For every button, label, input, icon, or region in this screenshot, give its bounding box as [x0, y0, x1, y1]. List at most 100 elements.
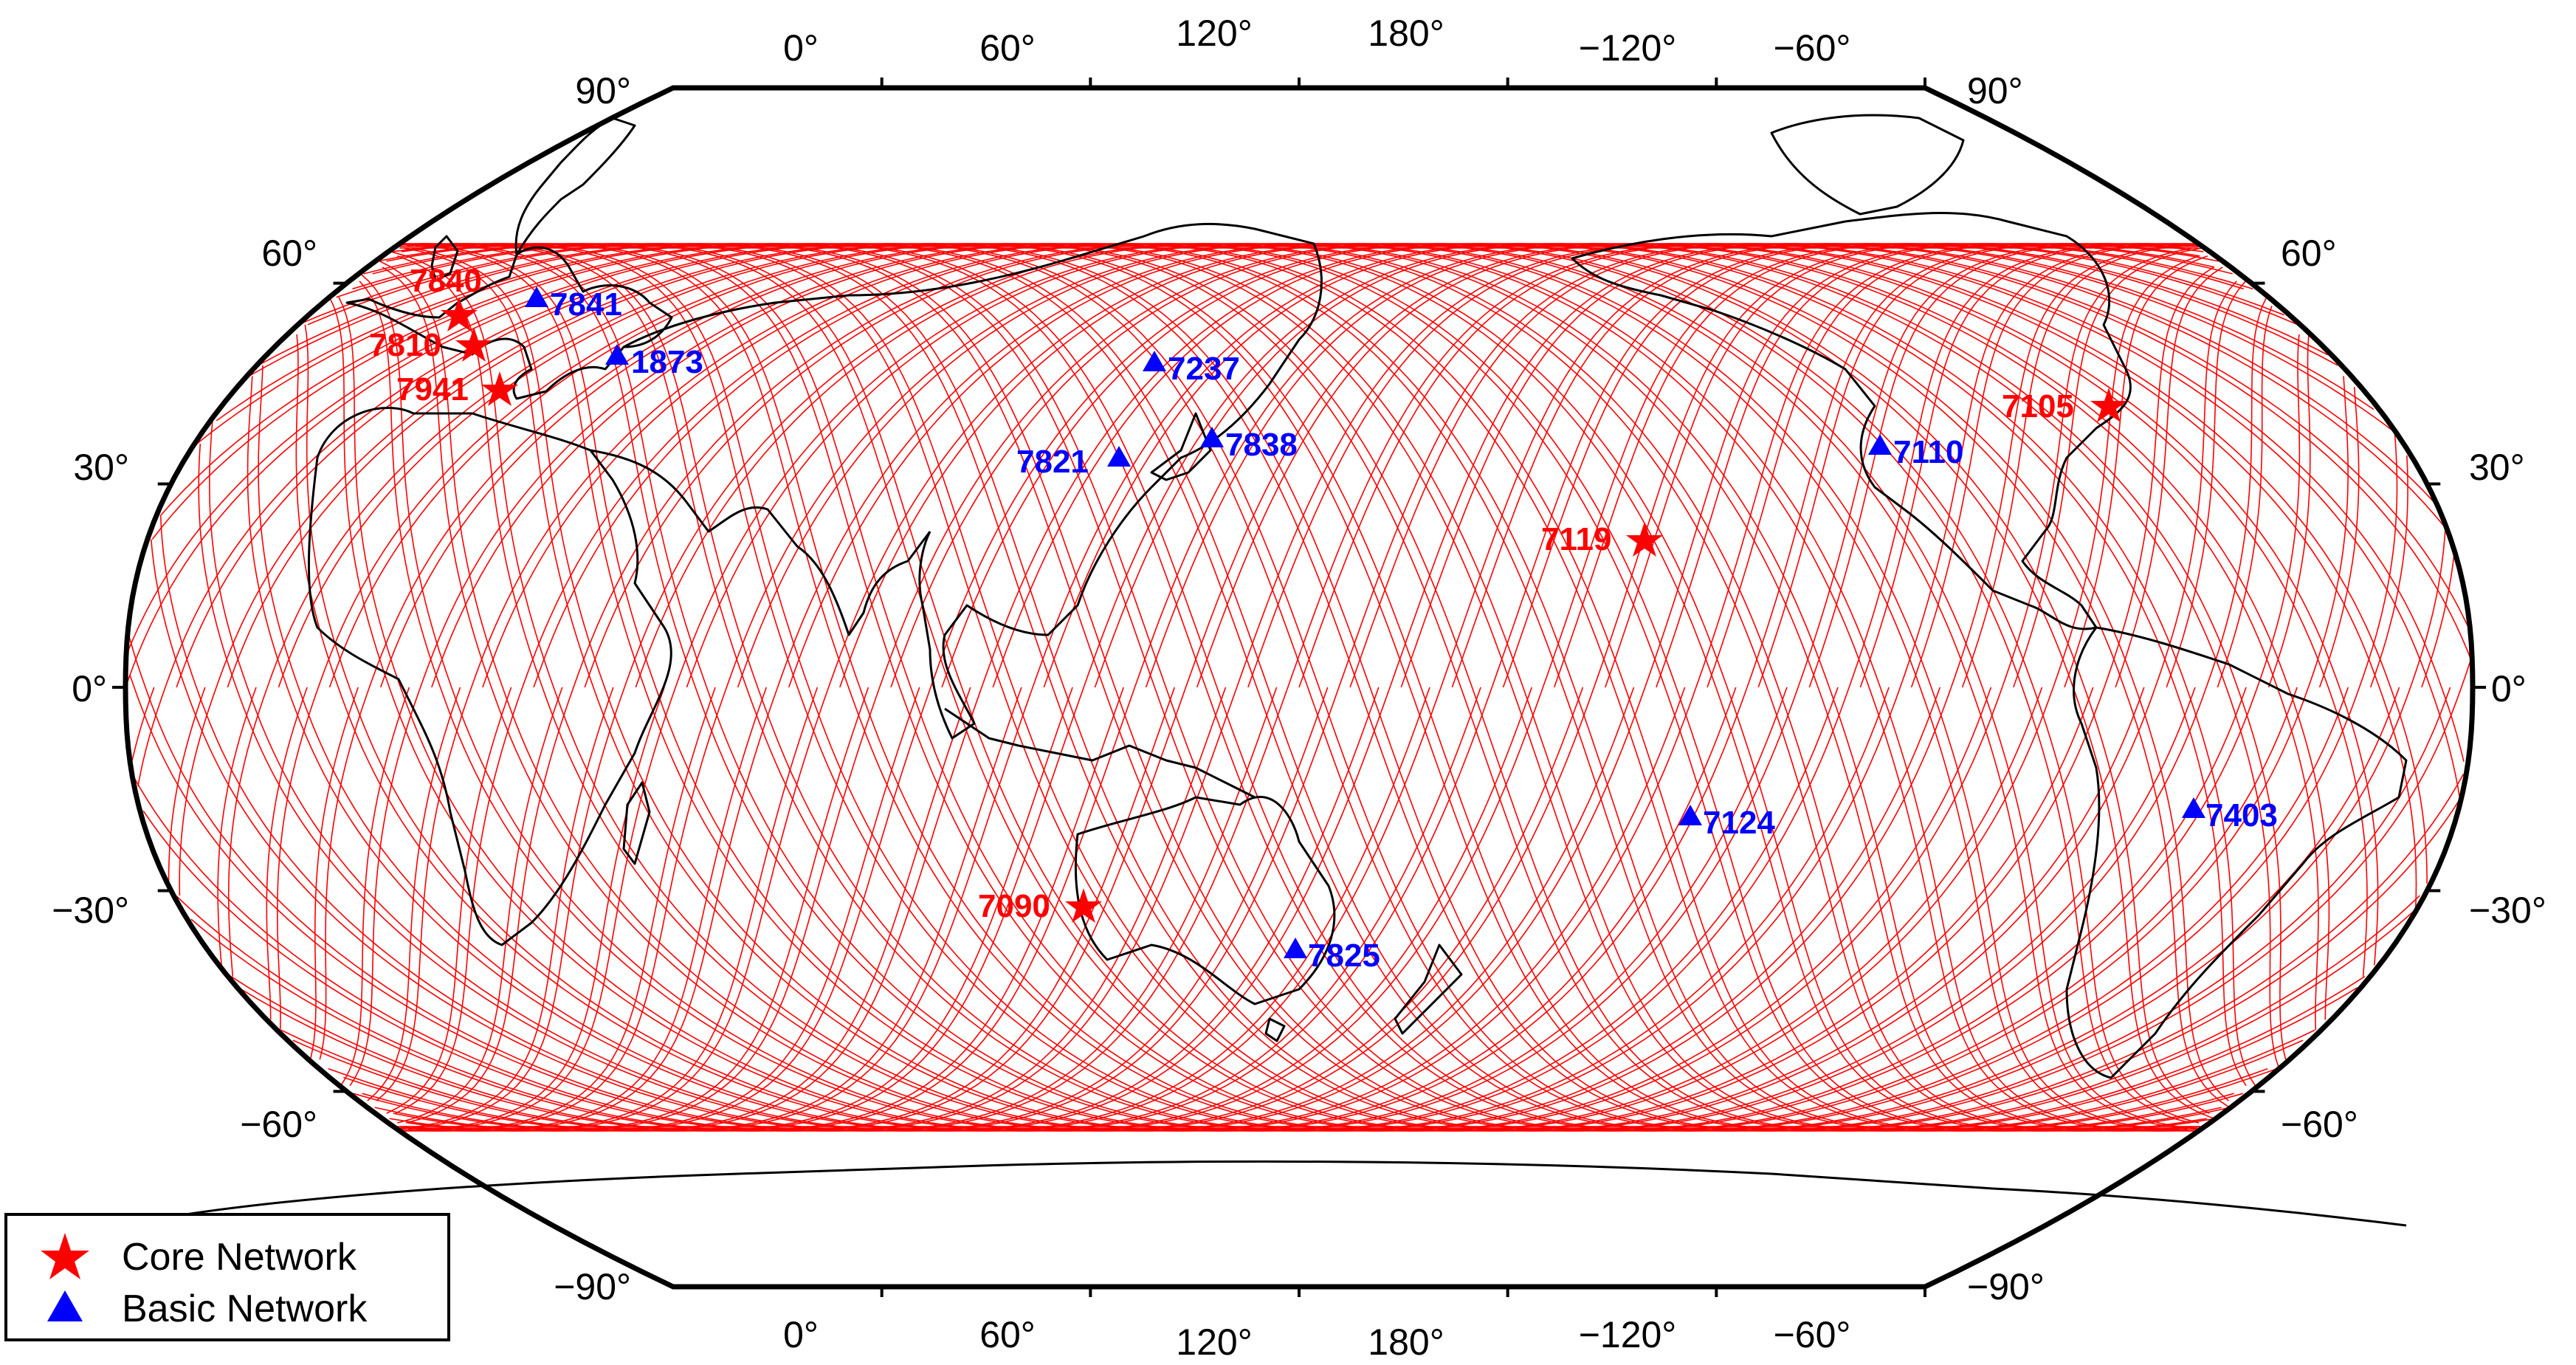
lat-label-left: 30° [73, 447, 129, 488]
station-7841: 7841 [525, 286, 622, 323]
coast-new-zealand [1394, 943, 1463, 1035]
ground-track [227, 243, 2451, 1132]
ground-track [217, 243, 2366, 1132]
star-icon [481, 371, 518, 406]
station-label: 7110 [1893, 434, 1963, 470]
station-7840: 7840 [410, 263, 482, 331]
star-icon [1626, 522, 1663, 557]
station-7237: 7237 [1143, 351, 1240, 387]
station-1873: 1873 [605, 344, 703, 380]
station-label: 7105 [2002, 388, 2074, 424]
ground-track [131, 243, 2465, 1132]
coast-antarctica [162, 1160, 2407, 1227]
triangle-icon [1200, 427, 1224, 447]
triangle-icon [605, 344, 629, 365]
ground-track [179, 243, 2419, 1132]
lon-label-bottom: 180° [1368, 1321, 1444, 1363]
coast-scandinavia [514, 117, 636, 256]
triangle-icon [525, 286, 548, 307]
ground-track [307, 243, 2311, 1132]
star-icon [1065, 888, 1102, 923]
coast-indonesia [944, 707, 1256, 799]
star-icon [2090, 388, 2127, 422]
lat-label-right: 30° [2469, 447, 2525, 488]
lon-label-top: 120° [1176, 13, 1252, 54]
ground-tracks [125, 243, 2473, 1132]
station-7105: 7105 [2002, 388, 2127, 424]
star-icon [455, 327, 492, 362]
station-label: 7838 [1225, 427, 1298, 463]
ground-track [168, 243, 2420, 1132]
lon-label-top: 60° [979, 27, 1036, 69]
triangle-icon [1868, 434, 1892, 455]
legend-basic-label: Basic Network [122, 1287, 368, 1330]
station-label: 7119 [1541, 521, 1611, 557]
coast-japan [1150, 412, 1212, 481]
lon-label-top: −60° [1774, 27, 1851, 69]
triangle-icon [2182, 797, 2205, 818]
red-star-icon [41, 1233, 89, 1279]
lon-label-bottom: 120° [1176, 1321, 1252, 1363]
station-7110: 7110 [1868, 434, 1963, 470]
triangle-icon [1143, 351, 1166, 371]
lat-label-left: 60° [261, 233, 317, 274]
station-label: 7841 [550, 286, 622, 323]
ground-track [382, 243, 2219, 1132]
ground-track [386, 243, 2223, 1132]
coast-greenland [1770, 114, 1965, 216]
bottom-lon-labels: 0° 60° 120° 180° −120° −60° [783, 1314, 1850, 1363]
lat-label-left: 90° [575, 70, 631, 111]
lon-label-top: −120° [1579, 27, 1677, 69]
legend-core-label: Core Network [122, 1236, 357, 1279]
station-7825: 7825 [1284, 938, 1380, 974]
ground-track [247, 243, 2338, 1132]
coast-south-america [2065, 626, 2408, 1079]
stations: 7840 7810 7941 7841 1873 7237 7821 7838 [369, 263, 2278, 974]
station-label: 7821 [1016, 444, 1089, 480]
ground-track [266, 243, 2315, 1132]
top-lon-labels: 0° 60° 120° 180° −120° −60° [783, 13, 1850, 69]
blue-triangle-icon [47, 1290, 83, 1321]
left-lat-labels: 90° 60° 30° 0° −30° −60° −90° [52, 70, 631, 1307]
station-7821: 7821 [1016, 444, 1131, 480]
ground-track [372, 243, 2247, 1132]
coast-north-america [1571, 211, 2132, 630]
lat-label-right: −30° [2469, 890, 2546, 931]
triangle-icon [1678, 805, 1702, 825]
station-7124: 7124 [1678, 805, 1775, 841]
lon-label-bottom: −120° [1579, 1314, 1677, 1355]
lat-label-left: 0° [72, 668, 107, 709]
coast-africa [307, 407, 672, 946]
lat-label-right: 60° [2281, 233, 2337, 274]
ground-track [359, 243, 2233, 1132]
lat-label-right: 0° [2491, 668, 2527, 709]
lon-label-top: 0° [783, 27, 819, 69]
lon-label-bottom: 0° [783, 1314, 819, 1355]
station-label: 1873 [631, 344, 703, 380]
lat-label-left: −60° [240, 1104, 317, 1145]
lat-label-right: 90° [1967, 70, 2023, 111]
station-label: 7237 [1168, 351, 1240, 387]
station-label: 7810 [369, 327, 441, 363]
coast-australia [1074, 796, 1336, 1005]
lat-label-right: −90° [1967, 1266, 2045, 1307]
station-label: 7941 [396, 371, 469, 408]
coast-tasmania [1264, 1017, 1286, 1042]
station-7838: 7838 [1200, 427, 1298, 463]
lon-label-bottom: 60° [979, 1314, 1036, 1355]
ground-track [248, 243, 2360, 1132]
coast-middle-east [590, 449, 931, 636]
coast-madagascar [622, 781, 651, 865]
legend: Core Network Basic Network [4, 1213, 450, 1341]
station-7403: 7403 [2182, 797, 2278, 833]
ground-track [151, 243, 2456, 1132]
station-label: 7090 [978, 888, 1050, 924]
coast-asia [623, 222, 1323, 740]
ground-track [295, 243, 2298, 1132]
ground-track [196, 243, 2408, 1132]
triangle-icon [1107, 446, 1131, 467]
station-label: 7825 [1308, 938, 1380, 974]
station-7119: 7119 [1541, 521, 1663, 557]
station-7810: 7810 [369, 327, 492, 363]
